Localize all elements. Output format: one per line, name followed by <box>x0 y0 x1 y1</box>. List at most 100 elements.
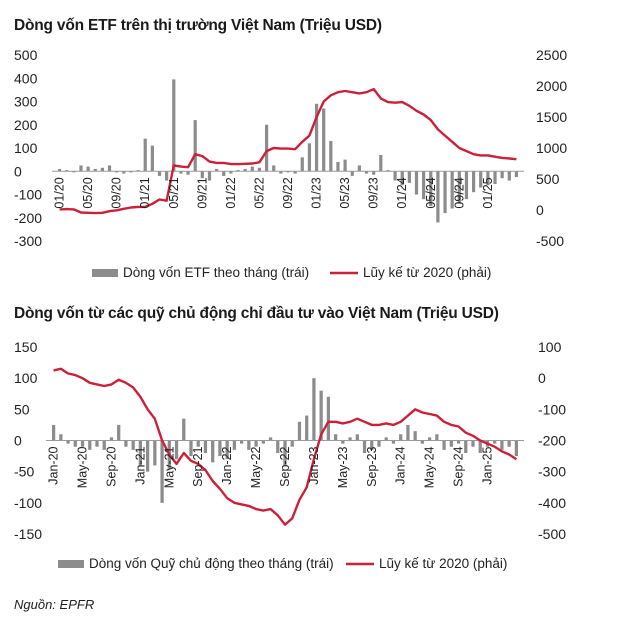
monthly-flow-bar <box>384 437 388 441</box>
legend-bar-swatch <box>58 560 84 568</box>
monthly-flow-bar <box>336 161 340 172</box>
monthly-flow-bar <box>150 145 154 172</box>
monthly-flow-bar <box>449 440 453 447</box>
y-left-tick-label: 100 <box>14 140 38 156</box>
legend-bar-label: Dòng vốn Quỹ chủ động theo tháng (trái) <box>89 556 334 571</box>
monthly-flow-bar <box>493 440 497 444</box>
x-tick-label: Jan-21 <box>133 446 147 484</box>
x-tick-label: May-20 <box>76 446 90 488</box>
y-left-tick-label: 50 <box>14 401 30 417</box>
x-tick-label: 05/23 <box>338 177 352 208</box>
monthly-flow-bar <box>107 165 112 172</box>
monthly-flow-bar <box>322 108 326 172</box>
x-tick-label: 09/24 <box>452 177 466 208</box>
monthly-flow-bar <box>486 171 490 186</box>
monthly-flow-bar <box>479 171 483 188</box>
monthly-flow-bar <box>326 396 331 441</box>
monthly-flow-bar <box>247 440 251 450</box>
monthly-flow-bar <box>264 124 269 172</box>
monthly-flow-bar <box>193 120 197 172</box>
x-tick-label: Sep-23 <box>365 446 379 486</box>
monthly-flow-bar <box>172 79 176 172</box>
monthly-flow-bar <box>109 437 114 441</box>
monthly-flow-bar <box>189 440 193 457</box>
x-tick-label: 05/24 <box>424 177 438 208</box>
monthly-flow-bar <box>427 437 432 441</box>
y-right-tick-label: -100 <box>538 401 566 417</box>
monthly-flow-bar <box>138 440 143 466</box>
x-tick-label: 09/21 <box>195 177 209 208</box>
monthly-flow-bar <box>157 171 162 176</box>
chart-2-title: Dòng vốn từ các quỹ chủ động chỉ đầu tư … <box>14 305 499 322</box>
monthly-flow-bar <box>100 167 104 172</box>
monthly-flow-bar <box>79 165 83 172</box>
monthly-flow-bar <box>456 440 461 444</box>
monthly-flow-bar <box>464 171 469 200</box>
monthly-flow-bar <box>357 165 361 172</box>
monthly-flow-bar <box>225 440 229 460</box>
monthly-flow-bar <box>422 171 426 200</box>
y-left-tick-label: -150 <box>14 526 42 542</box>
monthly-flow-bar <box>124 440 128 447</box>
monthly-flow-bar <box>406 424 410 441</box>
y-right-tick-label: 500 <box>536 171 560 187</box>
monthly-flow-bar <box>514 440 519 457</box>
y-right-tick-label: -300 <box>538 464 566 480</box>
monthly-flow-bar <box>80 440 85 447</box>
monthly-flow-bar <box>102 440 106 450</box>
chart-1-etf-flows: 5004003002001000-100-200-300250020001500… <box>14 47 567 280</box>
monthly-flow-bar <box>72 171 76 173</box>
monthly-flow-bar <box>88 440 92 450</box>
monthly-flow-bar <box>293 171 297 174</box>
monthly-flow-bar <box>115 171 119 173</box>
monthly-flow-bar <box>51 424 56 441</box>
y-left-tick-label: -100 <box>14 187 42 203</box>
monthly-flow-bar <box>145 440 150 472</box>
y-left-tick-label: 100 <box>14 370 38 386</box>
monthly-flow-bar <box>471 171 476 193</box>
legend-bar-swatch <box>92 269 118 277</box>
monthly-flow-bar <box>73 440 77 447</box>
x-tick-label: Jan-20 <box>47 446 61 484</box>
monthly-flow-bar <box>65 170 69 172</box>
monthly-flow-bar <box>95 440 99 447</box>
monthly-flow-bar <box>86 166 90 172</box>
monthly-flow-bar <box>435 434 439 441</box>
x-tick-label: Jan-24 <box>394 446 408 484</box>
monthly-flow-bar <box>129 171 133 173</box>
monthly-flow-bar <box>413 431 417 441</box>
monthly-flow-bar <box>160 440 164 503</box>
x-tick-label: 01/20 <box>53 177 67 208</box>
monthly-flow-bar <box>211 440 215 463</box>
monthly-flow-bar <box>386 170 390 172</box>
x-tick-label: 01/22 <box>224 177 238 208</box>
y-left-tick-label: 0 <box>14 163 22 179</box>
y-left-tick-label: -50 <box>14 464 34 480</box>
monthly-flow-bar <box>222 171 226 176</box>
monthly-flow-bar <box>239 440 244 444</box>
monthly-flow-bar <box>261 440 265 444</box>
monthly-flow-bar <box>442 440 446 450</box>
y-left-tick-label: -100 <box>14 495 42 511</box>
monthly-flow-bar <box>257 167 262 172</box>
monthly-flow-bar <box>471 440 475 447</box>
x-tick-label: Jan-23 <box>307 446 321 484</box>
monthly-flow-bar <box>283 440 287 466</box>
monthly-flow-bar <box>312 378 316 441</box>
monthly-flow-bar <box>276 440 280 453</box>
source-note: Nguồn: EPFR <box>14 597 95 612</box>
x-tick-label: 05/21 <box>167 177 181 208</box>
monthly-flow-bar <box>348 437 352 441</box>
cumulative-line <box>53 367 518 526</box>
monthly-flow-bar <box>457 171 461 204</box>
chart-1-title: Dòng vốn ETF trên thị trường Việt Nam (T… <box>14 17 382 34</box>
monthly-flow-bar <box>279 171 283 174</box>
monthly-flow-bar <box>343 159 347 172</box>
monthly-flow-bar <box>182 418 186 441</box>
monthly-flow-bar <box>272 165 276 172</box>
x-tick-label: 01/25 <box>481 177 495 208</box>
monthly-flow-bar <box>59 434 63 441</box>
monthly-flow-bar <box>450 171 454 209</box>
monthly-flow-bar <box>420 440 425 444</box>
y-right-tick-label: 2500 <box>536 47 567 63</box>
